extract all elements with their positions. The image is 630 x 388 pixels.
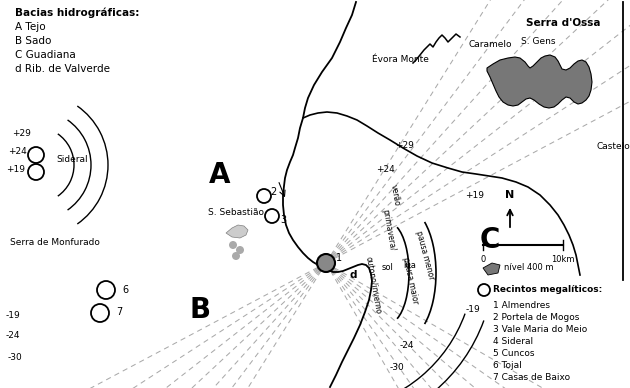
Text: Castelo: Castelo	[596, 142, 630, 151]
Text: Caramelo: Caramelo	[468, 40, 512, 49]
Text: Évora Monte: Évora Monte	[372, 55, 428, 64]
Text: 7 Casas de Baixo: 7 Casas de Baixo	[493, 372, 570, 381]
Text: outono/inverno: outono/inverno	[365, 256, 384, 314]
Circle shape	[236, 246, 244, 254]
Circle shape	[28, 164, 44, 180]
Text: 4 Sideral: 4 Sideral	[493, 336, 533, 345]
Text: Serra de Monfurado: Serra de Monfurado	[10, 238, 100, 247]
Text: d: d	[349, 270, 357, 280]
Text: d Rib. de Valverde: d Rib. de Valverde	[15, 64, 110, 74]
Text: 3 Vale Maria do Meio: 3 Vale Maria do Meio	[493, 324, 587, 334]
Text: 7: 7	[116, 307, 122, 317]
Circle shape	[28, 147, 44, 163]
Text: +29: +29	[12, 128, 31, 137]
Polygon shape	[226, 225, 248, 238]
Text: +19: +19	[6, 166, 25, 175]
Text: -24: -24	[6, 331, 21, 340]
Text: -24: -24	[400, 341, 415, 350]
Circle shape	[97, 281, 115, 299]
Text: 0: 0	[480, 255, 486, 264]
Circle shape	[257, 189, 271, 203]
Text: 2: 2	[270, 187, 276, 197]
Text: -30: -30	[390, 364, 404, 372]
Text: S. Gens: S. Gens	[521, 37, 555, 46]
Text: S. Sebastião: S. Sebastião	[208, 208, 264, 217]
Text: verão: verão	[389, 184, 401, 206]
Text: 6: 6	[122, 285, 128, 295]
Circle shape	[265, 209, 279, 223]
Text: +19: +19	[465, 191, 484, 199]
Text: N: N	[505, 190, 515, 200]
Text: -19: -19	[466, 305, 481, 315]
Text: 5: 5	[33, 150, 39, 160]
Circle shape	[478, 284, 490, 296]
Text: +24: +24	[376, 166, 395, 175]
Text: C Guadiana: C Guadiana	[15, 50, 76, 60]
Text: -30: -30	[8, 353, 23, 362]
Text: pausa maior: pausa maior	[401, 256, 420, 304]
Text: Sideral: Sideral	[56, 155, 88, 164]
Text: +29: +29	[395, 140, 414, 149]
Text: 10km: 10km	[551, 255, 575, 264]
Text: 3: 3	[280, 215, 286, 225]
Text: pausa menor: pausa menor	[414, 230, 436, 281]
Text: 1: 1	[336, 253, 342, 263]
Text: A Tejo: A Tejo	[15, 22, 45, 32]
Circle shape	[317, 254, 335, 272]
Text: nível 400 m: nível 400 m	[504, 263, 554, 272]
Text: 2 Portela de Mogos: 2 Portela de Mogos	[493, 312, 580, 322]
Text: 1 Almendres: 1 Almendres	[493, 300, 550, 310]
Text: Bacias hidrográficas:: Bacias hidrográficas:	[15, 8, 139, 19]
Text: -19: -19	[6, 310, 21, 319]
Text: B: B	[190, 296, 210, 324]
Text: +24: +24	[8, 147, 26, 156]
Text: B Sado: B Sado	[15, 36, 52, 46]
Circle shape	[232, 252, 240, 260]
Text: A: A	[209, 161, 231, 189]
Polygon shape	[487, 55, 592, 108]
Text: Recintos megalíticos:: Recintos megalíticos:	[493, 286, 602, 294]
Circle shape	[91, 304, 109, 322]
Circle shape	[229, 241, 237, 249]
Text: 6 Tojal: 6 Tojal	[493, 360, 522, 369]
Text: 5 Cuncos: 5 Cuncos	[493, 348, 534, 357]
Text: Serra d'Ossa: Serra d'Ossa	[526, 18, 600, 28]
Polygon shape	[483, 263, 500, 275]
Text: lua: lua	[404, 260, 416, 270]
Text: C: C	[480, 226, 500, 254]
Text: sol: sol	[382, 263, 394, 272]
Text: primavera/: primavera/	[380, 208, 396, 251]
Text: 4: 4	[33, 167, 39, 177]
